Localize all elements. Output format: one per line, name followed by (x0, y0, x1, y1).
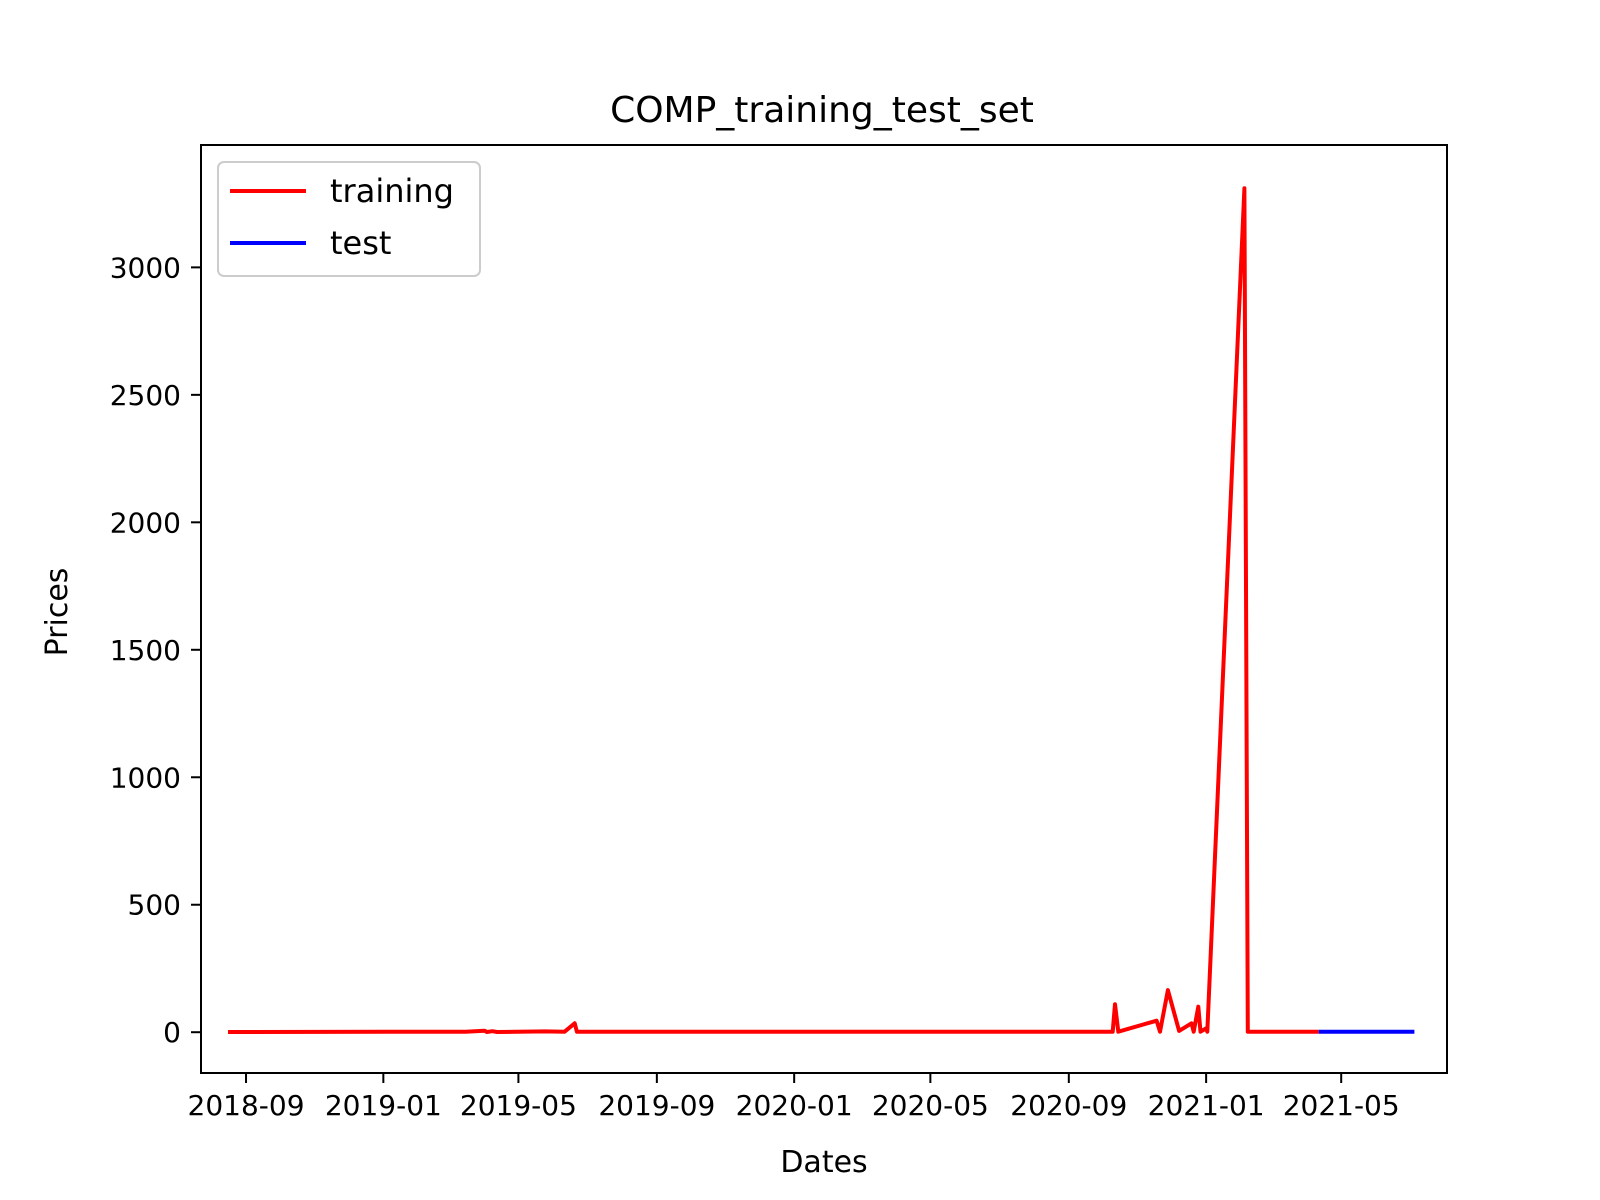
y-tick-label: 2500 (110, 379, 181, 412)
x-tick-label: 2019-01 (325, 1089, 442, 1122)
plot-lines (227, 186, 1415, 1034)
legend-label-training: training (330, 172, 454, 210)
y-tick-label: 1000 (110, 761, 181, 794)
x-tick-label: 2021-05 (1283, 1089, 1400, 1122)
y-tick-label: 0 (163, 1016, 181, 1049)
x-tick-label: 2019-05 (460, 1089, 577, 1122)
y-tick-label: 500 (128, 889, 181, 922)
plot-frame (200, 144, 1448, 1074)
chart-title: COMP_training_test_set (610, 90, 1034, 131)
x-tick-label: 2018-09 (188, 1089, 305, 1122)
legend: training test (217, 161, 481, 277)
series-line-training (227, 186, 1319, 1034)
x-tick-label: 2020-01 (736, 1089, 853, 1122)
y-tick-label: 1500 (110, 634, 181, 667)
x-axis-ticks: 2018-09 2019-01 2019-05 2019-09 2020-01 2020-… (188, 1073, 1400, 1122)
y-axis-label: Prices (40, 568, 75, 657)
x-tick-label: 2019-09 (598, 1089, 715, 1122)
legend-label-test: test (330, 224, 391, 262)
x-tick-label: 2021-01 (1148, 1089, 1265, 1122)
y-axis-ticks: 0 500 1000 1500 2000 2500 3000 (110, 251, 201, 1049)
y-tick-label: 3000 (110, 251, 181, 284)
x-tick-label: 2020-09 (1010, 1089, 1127, 1122)
x-axis-label: Dates (780, 1145, 867, 1180)
y-tick-label: 2000 (110, 506, 181, 539)
x-tick-label: 2020-05 (872, 1089, 989, 1122)
